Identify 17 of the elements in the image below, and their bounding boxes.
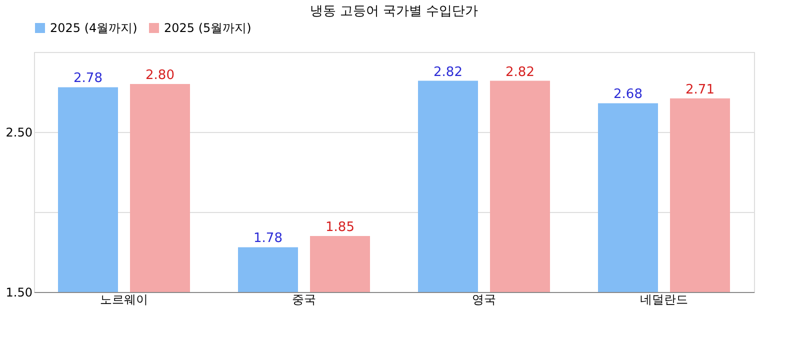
text: 1.78: [254, 231, 282, 246]
text: 2.68: [614, 87, 642, 102]
x-tick-label: 노르웨이: [100, 292, 148, 306]
text: 2.80: [146, 68, 174, 83]
text: 2.78: [74, 71, 102, 86]
x-tick-label: 네덜란드: [640, 292, 688, 306]
chart-title: 냉동 고등어 국가별 수입단가: [310, 4, 478, 19]
legend-label: 2025 (5월까지): [164, 21, 252, 35]
x-tick-label: 영국: [472, 292, 496, 306]
legend-label: 2025 (4월까지): [50, 21, 138, 35]
text: 2.71: [686, 82, 714, 98]
text: 1.85: [326, 220, 354, 235]
text: 2.82: [434, 64, 462, 80]
x-tick-label: 중국: [292, 292, 316, 306]
text: 2.82: [506, 64, 534, 80]
y-tick-label: 1.50: [6, 286, 32, 300]
y-tick-label: 2.50: [6, 126, 32, 140]
